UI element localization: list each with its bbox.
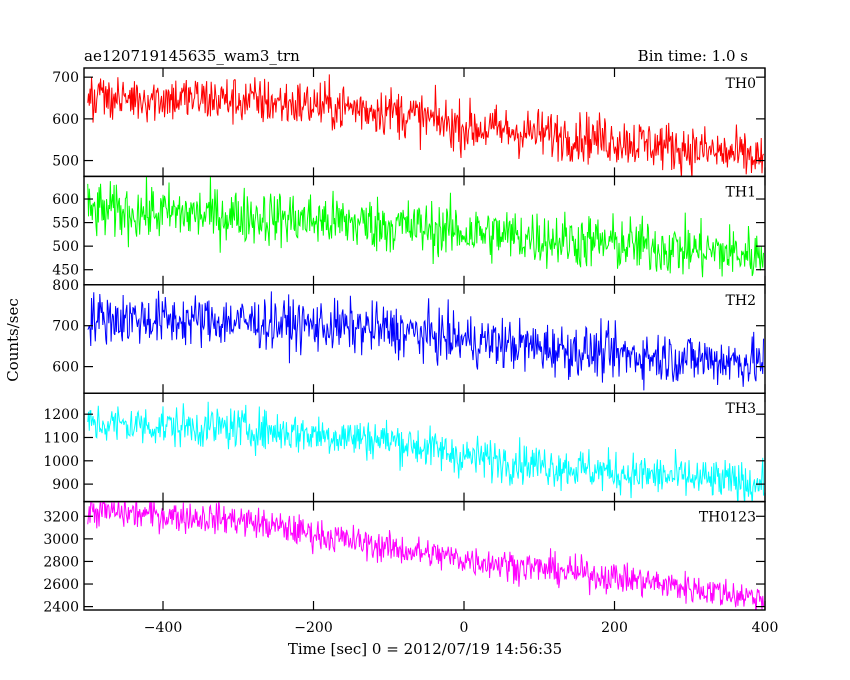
y-tick-label: 1200: [43, 407, 79, 423]
y-tick-label: 3200: [43, 509, 79, 525]
series-line-th3: [87, 401, 764, 502]
x-axis: −400 −200 0 200 400: [144, 620, 779, 636]
y-tick-label: 700: [52, 319, 79, 335]
y-tick-label: 600: [52, 112, 79, 128]
y-tick-label: 900: [52, 477, 79, 493]
y-tick-label: 1100: [43, 430, 79, 446]
x-tick-label: 400: [752, 620, 779, 636]
chart-title: ae120719145635_wam3_trn: [84, 47, 300, 65]
panel-frame: [83, 500, 766, 611]
panel-th1: 450 500 550 600 TH1: [52, 175, 766, 286]
y-tick-label: 700: [52, 70, 79, 86]
panel-label-th3: TH3: [726, 401, 756, 417]
x-tick-label: −400: [144, 620, 182, 636]
bin-time-label: Bin time: 1.0 s: [638, 47, 748, 65]
panel-label-th0: TH0: [726, 76, 756, 92]
y-tick-label: 450: [52, 263, 79, 279]
panel-th2: 600 700 800 TH2: [52, 278, 766, 394]
y-tick-label: 550: [52, 216, 79, 232]
y-tick-label: 2400: [43, 600, 79, 616]
series-line-th1: [87, 176, 764, 278]
panel-label-th0123: TH0123: [699, 510, 756, 526]
x-tick-label: 0: [460, 620, 469, 636]
panel-th0: 500 600 700 TH0: [52, 67, 766, 178]
y-tick-label: 800: [52, 278, 79, 294]
panel-label-th2: TH2: [726, 293, 756, 309]
x-tick-label: −200: [294, 620, 332, 636]
y-tick-label: 600: [52, 192, 79, 208]
panel-th0123: 2400 2600 2800 3000 3200 TH0123: [43, 500, 766, 616]
y-tick-label: 3000: [43, 532, 79, 548]
panel-label-th1: TH1: [726, 184, 756, 200]
x-tick-label: 200: [601, 620, 628, 636]
panel-frame: [83, 175, 766, 286]
series-line-th2: [87, 290, 764, 391]
y-tick-label: 1000: [43, 454, 79, 470]
y-tick-label: 500: [52, 239, 79, 255]
y-tick-label: 2800: [43, 554, 79, 570]
series-line-th0123: [87, 501, 764, 611]
y-axis-label: Counts/sec: [4, 298, 22, 382]
y-tick-label: 2600: [43, 577, 79, 593]
series-line-th0: [87, 74, 764, 177]
y-tick-label: 600: [52, 360, 79, 376]
panels: 500 600 700 TH0 450 500 550 600 TH1 600 700 800 TH2 9…: [43, 67, 766, 616]
y-tick-label: 500: [52, 154, 79, 170]
x-axis-label: Time [sec] 0 = 2012/07/19 14:56:35: [288, 640, 562, 658]
panel-th3: 900 1000 1100 1200 TH3: [43, 392, 766, 503]
